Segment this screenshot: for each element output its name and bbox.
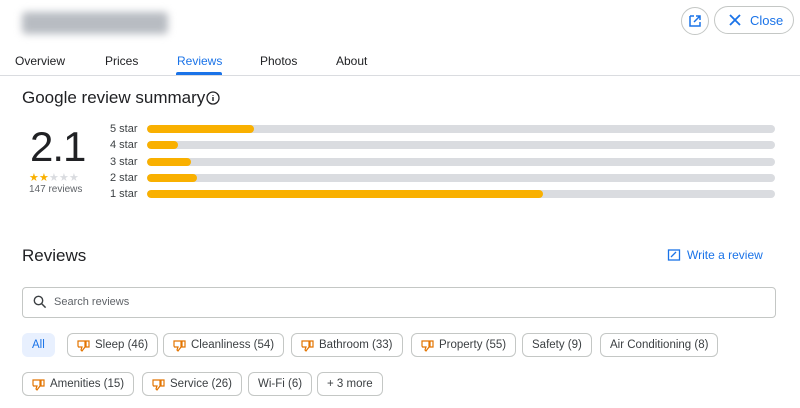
close-label: Close: [750, 13, 784, 28]
chip-label: Amenities (15): [50, 378, 125, 390]
filter-chip[interactable]: Service (26): [142, 372, 242, 396]
chip-label: Cleanliness (54): [191, 339, 275, 351]
thumb-down-icon: [32, 378, 45, 391]
chip-label: Sleep (46): [95, 339, 149, 351]
star-label: 1 star: [110, 188, 138, 201]
chip-label: Air Conditioning (8): [610, 339, 709, 351]
tab-indicator: [176, 72, 222, 75]
open-icon: [689, 15, 701, 27]
info-icon[interactable]: [206, 91, 220, 105]
chip-label: Wi-Fi (6): [258, 378, 303, 390]
chip-label: Service (26): [170, 378, 232, 390]
write-review-link[interactable]: Write a review: [687, 248, 763, 262]
star-label: 2 star: [110, 171, 138, 184]
tab[interactable]: About: [336, 54, 368, 68]
svg-text:★: ★: [49, 172, 59, 182]
summary-title: Google review summary: [22, 88, 206, 107]
thumb-down-icon: [301, 339, 314, 352]
tab[interactable]: Overview: [15, 54, 66, 68]
chip-label: Bathroom (33): [319, 339, 393, 351]
bar-track: [147, 173, 775, 182]
bar-track: [147, 125, 775, 133]
tab[interactable]: Reviews: [177, 54, 223, 68]
write-icon: [667, 249, 681, 261]
search-placeholder: Search reviews: [54, 296, 130, 308]
search-icon: [33, 295, 47, 309]
chip-label: Safety (9): [532, 339, 582, 351]
tab[interactable]: Prices: [105, 54, 139, 68]
svg-text:★: ★: [69, 172, 79, 182]
thumb-down-icon: [173, 339, 186, 352]
filter-chip[interactable]: Property (55): [411, 333, 517, 357]
star-label: 5 star: [110, 123, 138, 135]
filter-chip[interactable]: Wi-Fi (6): [248, 372, 313, 396]
divider: [0, 75, 800, 76]
close-icon: [729, 14, 741, 26]
filter-chip[interactable]: Amenities (15): [22, 372, 135, 396]
filter-chip[interactable]: Sleep (46): [67, 333, 159, 357]
bar-track: [147, 157, 775, 166]
bar-track: [147, 190, 775, 199]
svg-text:★: ★: [59, 172, 69, 182]
bar-track: [147, 141, 775, 150]
filter-chip[interactable]: Air Conditioning (8): [600, 333, 719, 357]
chip-label: + 3 more: [327, 378, 373, 390]
rating-stars: ★ ★ ★ ★ ★: [29, 172, 79, 182]
thumb-down-icon: [152, 378, 165, 391]
filter-chip[interactable]: + 3 more: [317, 372, 383, 396]
thumb-down-icon: [77, 339, 90, 352]
bar-fill: [147, 173, 198, 182]
filter-chip[interactable]: Bathroom (33): [291, 333, 403, 357]
svg-text:★: ★: [39, 172, 49, 182]
open-button[interactable]: [681, 7, 709, 35]
star-label: 3 star: [110, 155, 138, 168]
blurred-title: [22, 12, 168, 34]
bar-fill: [147, 190, 543, 199]
svg-text:★: ★: [29, 172, 39, 182]
search-box[interactable]: Search reviews: [22, 287, 776, 318]
reviews-title: Reviews: [22, 246, 87, 265]
chip-label: Property (55): [439, 339, 507, 351]
close-button[interactable]: Close: [714, 6, 794, 34]
star-label: 4 star: [110, 139, 138, 152]
filter-chip[interactable]: Safety (9): [522, 333, 592, 357]
bar-fill: [147, 141, 179, 150]
chip-label: All: [32, 339, 45, 351]
review-count: 147 reviews: [29, 184, 83, 195]
filter-chip[interactable]: All: [22, 333, 55, 357]
filter-chip[interactable]: Cleanliness (54): [163, 333, 285, 357]
rating: 2.1: [30, 123, 86, 170]
bar-fill: [147, 157, 191, 166]
thumb-down-icon: [421, 339, 434, 352]
tab[interactable]: Photos: [260, 54, 298, 68]
bar-fill: [147, 125, 254, 133]
